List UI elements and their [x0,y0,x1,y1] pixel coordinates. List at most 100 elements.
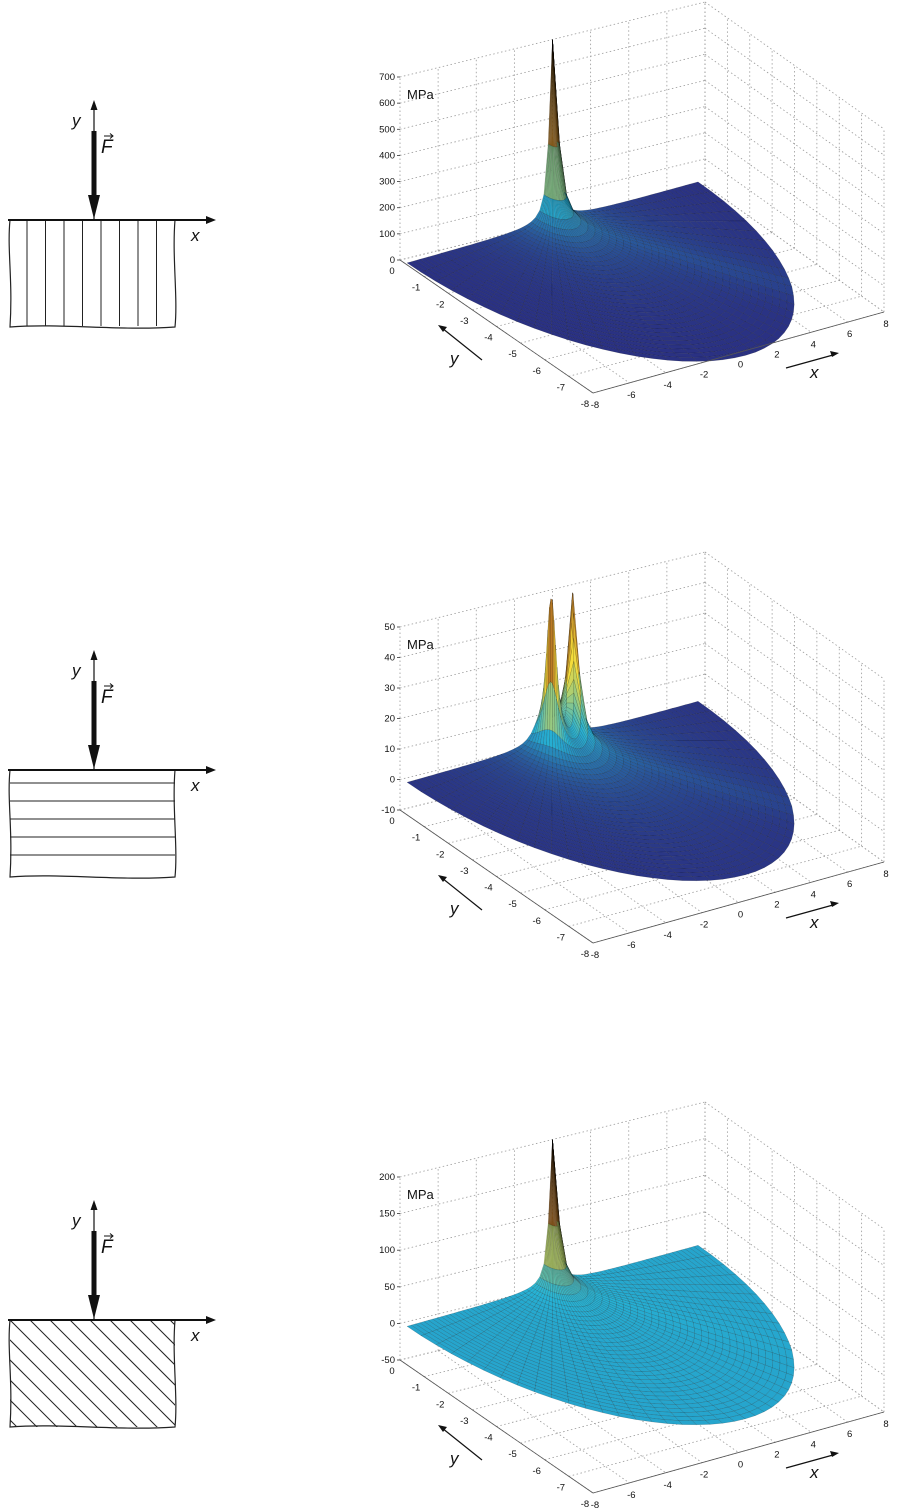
x-axis-label: x [809,1463,819,1482]
x-tick-label: 2 [774,1449,779,1460]
x-tick-label: -2 [700,920,708,931]
specimen-outline [8,769,177,879]
z-tick-label: 30 [384,683,395,694]
vector-arrow-icon [104,133,114,139]
z-tick-label: 500 [379,124,395,135]
y-tick-label: -1 [412,833,420,844]
specimen-outline [8,219,177,329]
x-tick-label: 2 [774,899,779,910]
z-tick-label: 400 [379,150,395,161]
z-tick-label: 700 [379,72,395,83]
z-tick-label: 200 [379,1172,395,1183]
stress-surface [406,592,795,881]
force-label: F [101,687,114,708]
y-axis-label: y [449,899,460,918]
x-tick-label: 0 [738,360,743,371]
y-direction-arrow-icon [438,875,447,882]
sketch-1: x yF [8,100,216,329]
y-tick-label: -4 [484,333,492,344]
vector-arrow-icon [104,683,114,689]
y-tick-label: -6 [533,366,541,377]
y-axis-arrow-icon [90,1200,98,1210]
y-tick-label: -7 [557,1482,565,1493]
sketch-x-label: x [190,1326,200,1345]
fiber-pattern [10,782,175,856]
x-tick-label: 6 [847,879,852,890]
x-tick-label: 8 [883,869,888,880]
y-tick-label: -3 [460,1416,468,1427]
y-tick-label: -7 [557,382,565,393]
force-label: F [101,137,114,158]
y-tick-label: -8 [581,949,589,960]
z-tick-label: 300 [379,177,395,188]
z-tick-label: -50 [381,1355,395,1366]
x-tick-label: 6 [847,1429,852,1440]
sketch-2: x yF [8,650,216,879]
panel-1: xyF7006005004003002001000MPa0-1-2-3-4-5-… [8,1,889,411]
specimen-outline [8,1319,177,1429]
y-axis-label: y [449,349,460,368]
x-tick-label: 4 [811,889,816,900]
y-tick-label: -6 [533,916,541,927]
z-tick-label: -10 [381,805,395,816]
sketch-y-label: y [71,1211,82,1230]
z-tick-label: 20 [384,714,395,725]
y-tick-label: -8 [581,399,589,410]
x-axis-arrow-icon [206,766,216,774]
z-tick-label: 600 [379,98,395,109]
x-tick-label: 4 [811,339,816,350]
x-tick-label: 8 [883,319,888,330]
x-tick-label: 2 [774,349,779,360]
z-tick-label: 50 [384,622,395,633]
x-tick-label: -2 [700,1470,708,1481]
sketch-y-label: y [71,111,82,130]
x-tick-label: -6 [627,1490,635,1501]
x-direction-arrow-icon [830,351,839,357]
x-axis-label: x [809,913,819,932]
y-tick-label: -6 [533,1466,541,1477]
x-tick-label: -8 [591,950,599,961]
y-tick-label: -7 [557,932,565,943]
x-tick-label: 0 [738,910,743,921]
y-axis: 0 -1 -2 -3 -4 -5 -6 -7 -8 y [389,259,594,410]
vector-arrow-icon [104,1233,114,1239]
force-shaft [91,1231,97,1297]
y-direction-arrow-icon [438,325,447,332]
z-tick-label: 100 [379,1245,395,1256]
panel-3: xyF200150100500-50MPa0-1-2-3-4-5-6-7-8y-… [8,1101,889,1508]
y-direction-arrow-icon [438,1425,447,1432]
x-axis: -8 -6 -4 -2 0 2 4 6 8 x [591,861,889,961]
sketch-x-label: x [190,226,200,245]
x-tick-label: 6 [847,329,852,340]
surface-plot-1: 700 600 500 400 300 200 100 0 MPa 0 -1 -2 -3 -4 -5 -6 -7… [379,1,889,411]
x-tick-label: -6 [627,940,635,951]
y-tick-label: -8 [581,1499,589,1508]
panel-2: xyF50403020100-10MPa0-1-2-3-4-5-6-7-8y-8… [8,551,889,961]
y-tick-label: -1 [412,1383,420,1394]
x-tick-label: -4 [664,1480,672,1491]
x-tick-label: -4 [664,930,672,941]
force-arrow-icon [88,195,100,219]
stress-surface [406,1139,795,1425]
z-tick-label: 200 [379,203,395,214]
y-axis-arrow-icon [90,100,98,110]
force-arrow-icon [88,1295,100,1319]
z-tick-label: 150 [379,1209,395,1220]
z-tick-label: 50 [384,1282,395,1293]
z-tick-label: 10 [384,744,395,755]
x-tick-label: 4 [811,1439,816,1450]
y-tick-label: -4 [484,1433,492,1444]
force-label: F [101,1237,114,1258]
force-arrow-icon [88,745,100,769]
sketch-x-label: x [190,776,200,795]
z-axis: 700 600 500 400 300 200 100 0 MPa [379,72,434,266]
surface-plot-3: 200150100500-50MPa0-1-2-3-4-5-6-7-8y-8-6… [379,1101,889,1508]
x-tick-label: -8 [591,1500,599,1508]
x-tick-label: 8 [883,1419,888,1430]
fiber-pattern [26,220,157,326]
y-axis: 0 -1 -2 -3 -4 -5 -6 -7 -8 y [389,809,594,960]
z-tick-label: 0 [390,775,395,786]
y-axis: 0 -1 -2 -3 -4 -5 -6 -7 -8 y [389,1359,594,1508]
stress-surface [406,39,795,362]
